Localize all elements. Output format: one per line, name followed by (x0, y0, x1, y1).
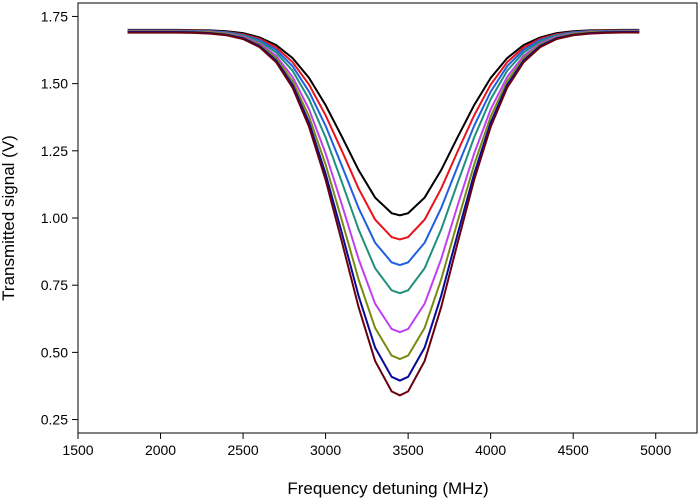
line-series (127, 29, 640, 267)
y-tick-label: 1.25 (41, 143, 68, 159)
y-tick-label: 1.00 (41, 210, 68, 226)
y-tick-label: 1.75 (41, 8, 68, 24)
y-tick-label: 0.75 (41, 277, 68, 293)
x-tick-label: 3000 (310, 442, 341, 458)
line-series (127, 30, 640, 334)
x-tick-label: 5000 (640, 442, 671, 458)
y-tick-label: 0.50 (41, 344, 68, 360)
x-tick-label: 3500 (393, 442, 424, 458)
x-tick-label: 1500 (62, 442, 93, 458)
line-series (127, 29, 640, 241)
x-tick-label: 4000 (475, 442, 506, 458)
line-series (127, 30, 640, 361)
y-tick-label: 0.25 (41, 412, 68, 428)
line-series (127, 28, 640, 217)
x-tick-label: 4500 (558, 442, 589, 458)
y-axis-label: Transmitted signal (V) (0, 135, 18, 301)
x-tick-label: 2000 (145, 442, 176, 458)
y-tick-label: 1.50 (41, 76, 68, 92)
line-series (127, 31, 640, 397)
x-tick-label: 2500 (227, 442, 258, 458)
x-axis-label: Frequency detuning (MHz) (287, 479, 488, 498)
